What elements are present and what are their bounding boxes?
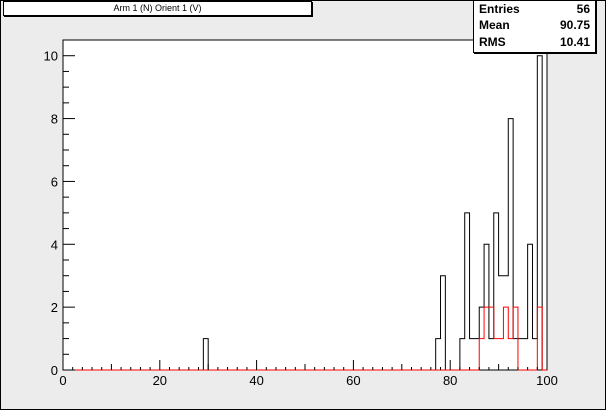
histogram-title: Arm 1 (N) Orient 1 (V) — [3, 1, 312, 16]
x-tick-label: 100 — [536, 373, 558, 388]
axes-layer: 0 20 40 60 80 100 0 2 4 6 8 10 — [44, 39, 558, 388]
x-tick-label: 60 — [346, 373, 360, 388]
stat-label: Mean — [479, 18, 510, 32]
stat-row-mean: Mean 90.75 — [479, 17, 590, 33]
stat-value: 90.75 — [559, 18, 590, 32]
y-tick-label: 8 — [51, 112, 58, 127]
stat-label: RMS — [479, 35, 506, 49]
stat-row-rms: RMS 10.41 — [479, 34, 590, 50]
stat-value: 56 — [576, 2, 590, 16]
statistics-box: Entries 56 Mean 90.75 RMS 10.41 — [473, 0, 596, 53]
x-tick-label: 40 — [249, 373, 263, 388]
stat-row-entries: Entries 56 — [479, 1, 590, 17]
stat-value: 10.41 — [559, 35, 590, 49]
y-tick-label: 2 — [51, 300, 58, 315]
series-2-histogram-line — [63, 306, 547, 371]
plot-area — [62, 39, 548, 371]
series-layer — [63, 55, 547, 371]
x-tick-label: 0 — [59, 373, 66, 388]
y-tick-label: 4 — [51, 237, 58, 252]
stat-label: Entries — [479, 2, 520, 16]
y-tick-label: 6 — [51, 174, 58, 189]
x-tick-label: 80 — [443, 373, 457, 388]
x-tick-label: 20 — [153, 373, 167, 388]
y-tick-label: 0 — [51, 363, 58, 378]
y-tick-label: 10 — [44, 49, 58, 64]
